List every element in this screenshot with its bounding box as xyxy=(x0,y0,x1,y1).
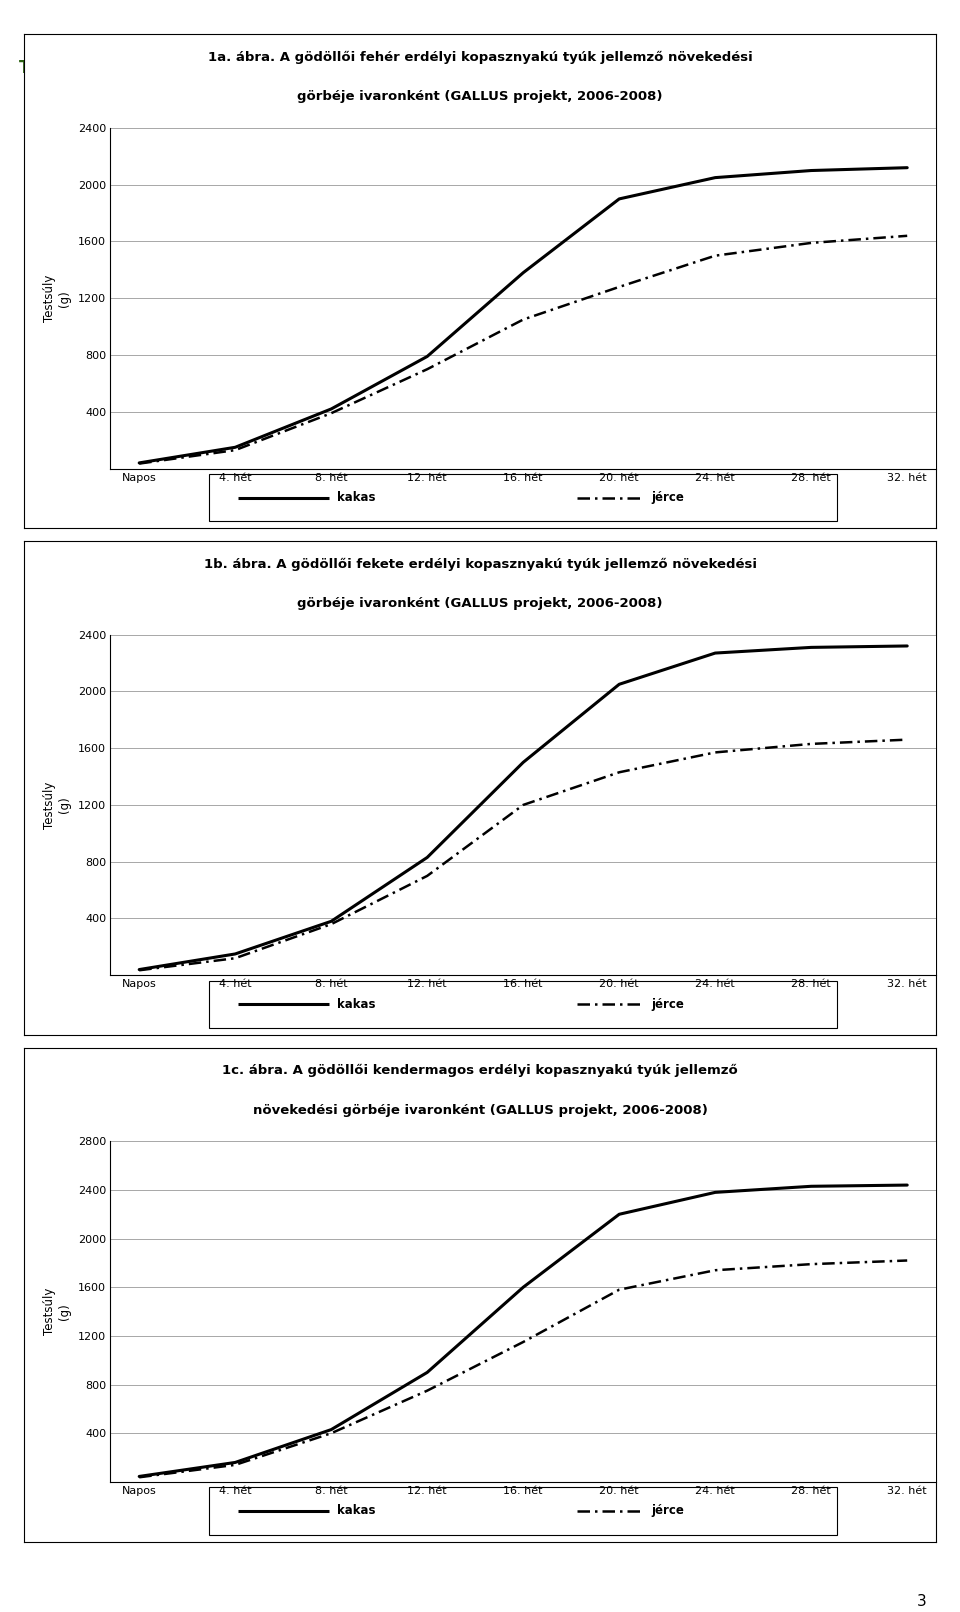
Text: 3: 3 xyxy=(917,1594,926,1609)
Text: ERDÉLYI KOPASZNYAKÚ TYÚK: ERDÉLYI KOPASZNYAKÚ TYÚK xyxy=(371,8,589,21)
Text: görbéje ivaronként (GALLUS projekt, 2006-2008): görbéje ivaronként (GALLUS projekt, 2006… xyxy=(298,90,662,103)
Text: kakas: kakas xyxy=(338,1504,376,1517)
Text: jérce: jérce xyxy=(651,492,684,505)
Text: 1a. ábra. A gödöllői fehér erdélyi kopasznyakú tyúk jellemző növekedési: 1a. ábra. A gödöllői fehér erdélyi kopas… xyxy=(207,50,753,64)
Y-axis label: Testsúly
(g): Testsúly (g) xyxy=(43,782,71,829)
Y-axis label: Testsúly
(g): Testsúly (g) xyxy=(43,1288,71,1335)
Text: jérce: jérce xyxy=(651,998,684,1011)
FancyBboxPatch shape xyxy=(209,474,837,521)
Text: jérce: jérce xyxy=(651,1504,684,1517)
Text: növekedési görbéje ivaronként (GALLUS projekt, 2006-2008): növekedési görbéje ivaronként (GALLUS pr… xyxy=(252,1104,708,1117)
Y-axis label: Testsúly
(g): Testsúly (g) xyxy=(43,274,71,322)
Text: Termelési tulajdonságok: Termelési tulajdonságok xyxy=(19,58,248,77)
Text: 1c. ábra. A gödöllői kendermagos erdélyi kopasznyakú tyúk jellemző: 1c. ábra. A gödöllői kendermagos erdélyi… xyxy=(222,1064,738,1077)
FancyBboxPatch shape xyxy=(209,1488,837,1535)
Text: görbéje ivaronként (GALLUS projekt, 2006-2008): görbéje ivaronként (GALLUS projekt, 2006… xyxy=(298,596,662,609)
Text: ©MGE, 2008: ©MGE, 2008 xyxy=(855,8,948,21)
Text: kakas: kakas xyxy=(338,998,376,1011)
Text: kakas: kakas xyxy=(338,492,376,505)
FancyBboxPatch shape xyxy=(209,980,837,1028)
Text: 1b. ábra. A gödöllői fekete erdélyi kopasznyakú tyúk jellemző növekedési: 1b. ábra. A gödöllői fekete erdélyi kopa… xyxy=(204,558,756,571)
Text: TENYÉSZTÉSI PROGRAM: TENYÉSZTÉSI PROGRAM xyxy=(12,8,192,21)
